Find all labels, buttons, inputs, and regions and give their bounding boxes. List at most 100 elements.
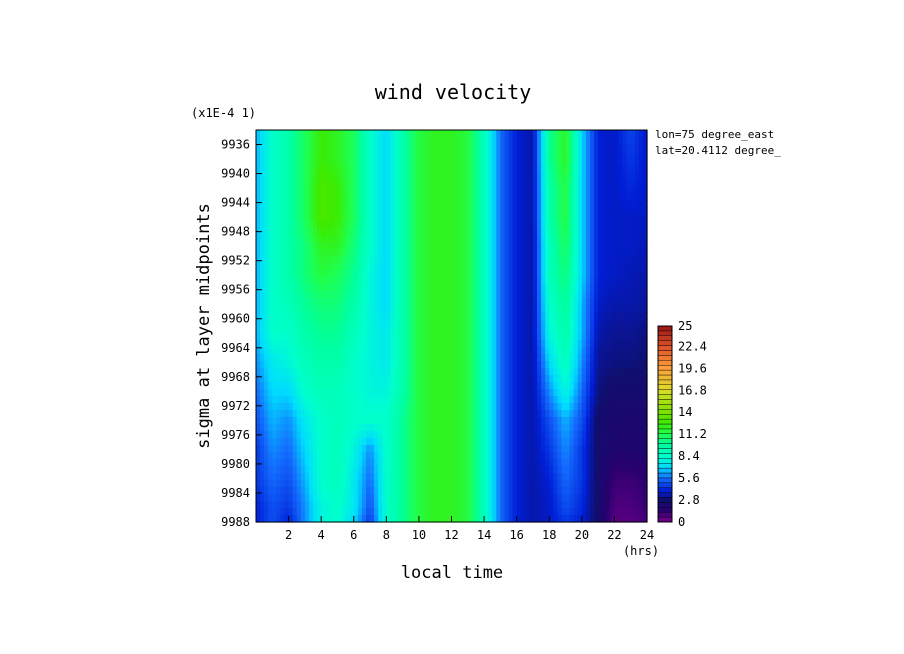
- heatmap-cell: [422, 228, 428, 236]
- heatmap-cell: [410, 375, 416, 383]
- heatmap-cell: [471, 221, 477, 229]
- heatmap-cell: [598, 186, 603, 194]
- heatmap-cell: [561, 165, 567, 173]
- heatmap-cell: [345, 403, 351, 411]
- heatmap-cell: [524, 319, 530, 327]
- heatmap-cell: [618, 165, 624, 173]
- heatmap-cell: [284, 137, 290, 145]
- heatmap-cell: [622, 305, 628, 313]
- heatmap-cell: [386, 200, 391, 208]
- heatmap-cell: [614, 403, 620, 411]
- heatmap-cell: [443, 284, 449, 292]
- heatmap-cell: [532, 333, 538, 341]
- heatmap-cell: [553, 179, 558, 187]
- heatmap-cell: [341, 277, 347, 285]
- heatmap-cell: [451, 186, 457, 194]
- heatmap-cell: [431, 312, 436, 320]
- heatmap-cell: [504, 291, 510, 299]
- heatmap-cell: [589, 298, 595, 306]
- heatmap-cell: [516, 130, 522, 138]
- heatmap-cell: [512, 284, 518, 292]
- heatmap-cell: [256, 417, 261, 425]
- heatmap-cell: [386, 151, 391, 159]
- heatmap-cell: [626, 193, 632, 201]
- heatmap-cell: [341, 221, 347, 229]
- heatmap-cell: [292, 179, 298, 187]
- heatmap-cell: [374, 305, 379, 313]
- heatmap-cell: [345, 424, 351, 432]
- heatmap-cell: [406, 396, 412, 404]
- heatmap-cell: [606, 291, 611, 299]
- heatmap-cell: [304, 417, 310, 425]
- heatmap-cell: [325, 319, 330, 327]
- heatmap-cell: [292, 242, 298, 250]
- heatmap-cell: [512, 263, 518, 271]
- heatmap-cell: [402, 382, 408, 390]
- heatmap-cell: [443, 459, 449, 467]
- heatmap-cell: [284, 277, 290, 285]
- heatmap-cell: [532, 298, 538, 306]
- heatmap-cell: [528, 200, 534, 208]
- heatmap-cell: [361, 235, 367, 243]
- heatmap-cell: [545, 256, 550, 264]
- heatmap-cell: [321, 403, 326, 411]
- heatmap-cell: [321, 340, 326, 348]
- heatmap-cell: [516, 284, 522, 292]
- heatmap-cell: [256, 312, 261, 320]
- heatmap-cell: [398, 270, 404, 278]
- heatmap-cell: [610, 158, 616, 166]
- heatmap-cell: [484, 242, 489, 250]
- heatmap-cell: [480, 179, 485, 187]
- heatmap-cell: [504, 193, 510, 201]
- heatmap-cell: [268, 137, 273, 145]
- heatmap-cell: [585, 319, 591, 327]
- heatmap-cell: [390, 396, 396, 404]
- heatmap-cell: [325, 487, 330, 495]
- heatmap-cell: [431, 319, 436, 327]
- heatmap-cell: [357, 361, 363, 369]
- heatmap-cell: [422, 340, 428, 348]
- heatmap-cell: [504, 410, 510, 418]
- heatmap-cell: [288, 347, 294, 355]
- heatmap-cell: [386, 445, 391, 453]
- heatmap-cell: [545, 249, 550, 257]
- heatmap-cell: [610, 291, 616, 299]
- heatmap-cell: [325, 312, 330, 320]
- heatmap-cell: [447, 480, 453, 488]
- heatmap-cell: [296, 291, 302, 299]
- heatmap-cell: [353, 431, 359, 439]
- heatmap-cell: [325, 347, 330, 355]
- heatmap-cell: [386, 172, 391, 180]
- heatmap-cell: [532, 256, 538, 264]
- heatmap-cell: [394, 452, 400, 460]
- heatmap-cell: [256, 410, 261, 418]
- heatmap-cell: [361, 459, 367, 467]
- heatmap-cell: [614, 193, 620, 201]
- heatmap-cell: [337, 466, 343, 474]
- heatmap-cell: [410, 137, 416, 145]
- heatmap-cell: [459, 270, 465, 278]
- heatmap-cell: [341, 130, 347, 138]
- heatmap-cell: [500, 382, 506, 390]
- heatmap-cell: [272, 298, 277, 306]
- heatmap-cell: [500, 186, 506, 194]
- heatmap-cell: [390, 193, 396, 201]
- heatmap-cell: [614, 263, 620, 271]
- heatmap-cell: [585, 417, 591, 425]
- heatmap-cell: [585, 172, 591, 180]
- heatmap-cell: [528, 326, 534, 334]
- heatmap-cell: [516, 179, 522, 187]
- heatmap-cell: [276, 417, 282, 425]
- heatmap-cell: [496, 375, 501, 383]
- heatmap-cell: [492, 487, 497, 495]
- heatmap-cell: [357, 179, 363, 187]
- heatmap-cell: [422, 466, 428, 474]
- heatmap-cell: [500, 459, 506, 467]
- heatmap-cell: [500, 487, 506, 495]
- heatmap-cell: [304, 340, 310, 348]
- heatmap-cell: [557, 172, 563, 180]
- heatmap-cell: [329, 354, 334, 362]
- heatmap-cell: [528, 403, 534, 411]
- heatmap-cell: [435, 396, 440, 404]
- heatmap-cell: [451, 480, 457, 488]
